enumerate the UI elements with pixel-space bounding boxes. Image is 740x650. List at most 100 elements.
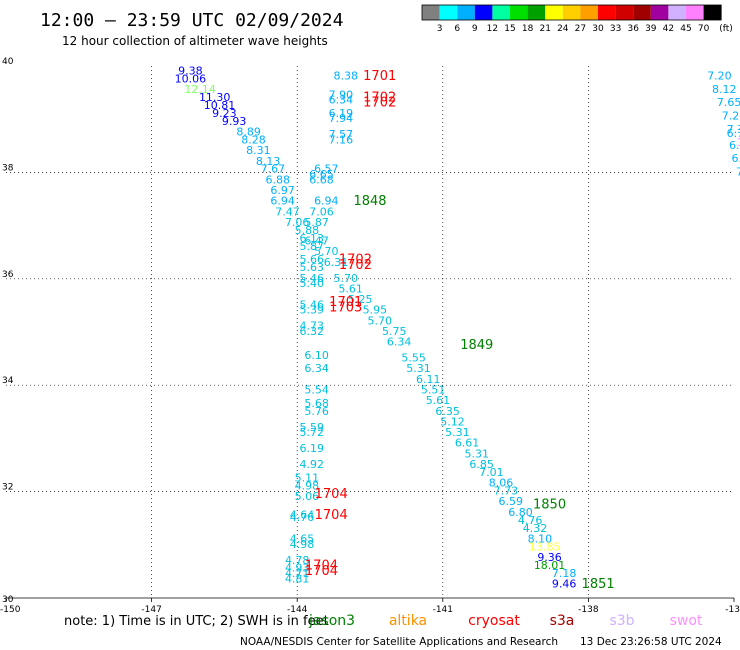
wave-height-label: 5.11 [295,471,320,484]
wave-height-label: 11.30 [199,91,231,104]
colorbar-cell [615,5,634,20]
wave-height-label: 5.70 [314,245,339,258]
wave-height-label: 6.34 [329,94,354,107]
time-label: 1848 [353,194,386,209]
wave-height-label: 6.85 [469,458,494,471]
wave-height-label: 7.47 [275,205,300,218]
y-tick-label: 38 [2,163,14,173]
x-tick-label: -144 [287,605,308,615]
colorbar-cell [492,5,510,20]
wave-height-label: 6.59 [498,495,523,508]
wave-height-label: 5.61 [426,394,451,407]
wave-height-label: 5.39 [300,304,325,317]
colorbar-label: 9 [472,24,478,34]
colorbar-cell [633,5,651,20]
colorbar-label: 45 [680,24,691,34]
wave-height-label: 6.97 [270,184,295,197]
wave-height-label: 7.26 [722,110,740,123]
wave-height-label: 5.70 [367,314,392,327]
wave-height-label: 4.32 [523,522,548,535]
colorbar-cell [474,5,493,20]
wave-height-label: 4.76 [518,514,543,527]
colorbar-cell [668,5,686,20]
wave-height-label: 6.19 [300,442,325,455]
time-label: 1702 [363,96,396,111]
wave-height-label: 6.35 [435,405,460,418]
wave-height-label: 10.06 [175,72,207,85]
y-tick-label: 36 [2,270,14,280]
wave-height-label: 9.46 [552,578,577,591]
wave-height-label: 5.40 [300,277,325,290]
wave-height-label: 4.71 [285,567,310,580]
wave-height-label: 5.46 [300,298,325,311]
time-label: 1702 [339,258,372,273]
colorbar-label: 70 [698,24,710,34]
wave-height-label: 18.01 [534,559,566,572]
wave-height-label: 4.73 [300,320,325,333]
wave-height-label: 8.31 [246,144,271,157]
wave-height-label: 6.65 [309,168,334,181]
colorbar-label: 36 [627,24,639,34]
wave-height-label: 6.94 [314,195,339,208]
x-tick-label: -147 [141,605,161,615]
wave-height-label: 4.76 [290,511,315,524]
colorbar-label: 24 [557,24,569,34]
wave-height-label: 18 [737,136,740,149]
wave-height-label: 4.78 [285,554,310,567]
wave-height-label: 5.46 [300,272,325,285]
wave-height-label: 4.92 [300,458,325,471]
y-tick-label: 34 [2,376,14,386]
time-label: 1851 [582,577,615,592]
wave-height-label: 7.65 [717,96,740,109]
colorbar-cell [686,5,704,20]
y-tick-label: 30 [2,595,14,605]
wave-height-label: 4.93 [285,562,310,575]
chart-subtitle: 12 hour collection of altimeter wave hei… [62,34,328,48]
colorbar-label: 12 [487,24,498,34]
wave-height-label: 5.87 [304,216,329,229]
colorbar-label: 39 [645,24,657,34]
time-label: 1703 [329,301,362,316]
wave-height-label: 8.13 [256,155,281,168]
chart-title: 12:00 – 23:59 UTC 02/09/2024 [40,10,343,31]
time-label: 1702 [363,90,396,105]
wave-height-label: 13.85 [529,540,561,553]
satellite-legend-s3b: s3b [609,613,634,629]
colorbar-cell [457,5,475,20]
wave-height-label: 5.51 [421,384,446,397]
colorbar-cell [527,5,546,20]
wave-height-label: 5.59 [300,421,325,434]
wave-height-label: 8.10 [528,532,553,545]
colorbar-cell [650,5,669,20]
wave-height-label: 6.10 [304,349,329,362]
colorbar-cell [510,5,528,20]
wave-height-label: 5.31 [445,426,470,439]
wave-height-label: 4.81 [285,572,310,585]
wave-height-label: 5.25 [348,293,373,306]
colorbar-cell [422,5,440,20]
x-tick-label: -13 [725,605,740,615]
colorbar-label: 6 [454,24,460,34]
time-label: 1850 [533,497,566,512]
wave-height-label: 5.76 [304,405,329,418]
wave-height-label: 7.94 [329,112,354,125]
y-tick-label: 40 [2,57,14,67]
wave-height-label: 8.28 [241,133,266,146]
time-label: 1701 [329,295,362,310]
wave-height-label: 7.90 [329,88,354,101]
satellite-legend-swot: swot [670,613,703,629]
wave-height-label: 5.61 [338,282,363,295]
satellite-legend-s3a: s3a [550,613,575,629]
wave-height-label: 5.63 [300,261,325,274]
wave-height-label: 5.95 [363,304,388,317]
wave-height-label: 8.06 [489,477,514,490]
satellite-legend-altika: altika [389,613,427,629]
wave-height-label: 5.87 [300,240,325,253]
wave-height-label: 4.98 [290,538,315,551]
colorbar-label: 33 [610,24,621,34]
wave-height-label: 7.67 [261,163,286,176]
wave-height-label: 5.72 [300,426,325,439]
colorbar-cell [439,5,458,20]
wave-height-label: 5.31 [406,362,431,375]
wave-height-label: 5.12 [440,415,465,428]
